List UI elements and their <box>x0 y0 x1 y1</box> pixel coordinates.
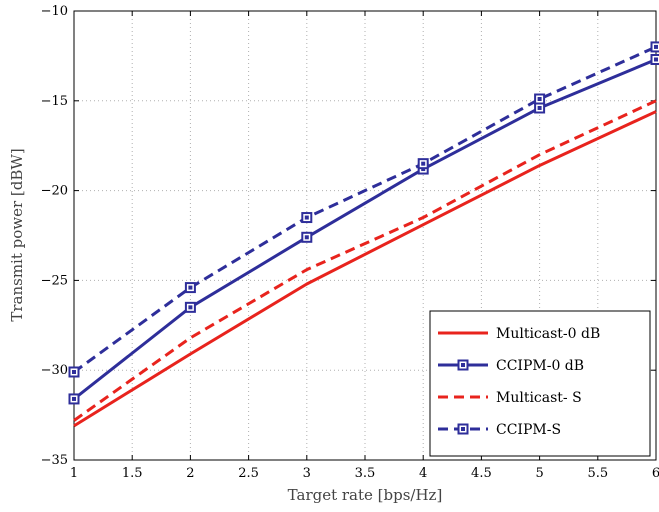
series-line-2 <box>73 58 657 401</box>
series-point-center-2 <box>304 235 309 240</box>
series-point-center-4 <box>654 44 658 49</box>
x-tick-label: 2 <box>186 466 194 481</box>
series-point-center-4 <box>537 97 542 102</box>
series-point-center-4 <box>72 369 76 374</box>
x-tick-label: 3 <box>303 466 311 481</box>
x-tick-label: 3.5 <box>355 466 376 481</box>
series-point-center-2 <box>537 105 542 110</box>
series-line-3 <box>73 99 657 422</box>
y-tick-label: −30 <box>41 363 68 378</box>
legend-label-3: Multicast- S <box>496 390 582 406</box>
series-layer <box>68 41 659 428</box>
series-line-1 <box>73 110 657 428</box>
y-axis-label: Transmit power [dBW] <box>8 148 26 321</box>
series-point-center-4 <box>304 215 309 220</box>
legend-label-4: CCIPM-S <box>496 422 561 438</box>
legend-marker-center-4 <box>461 427 465 431</box>
x-tick-label: 2.5 <box>238 466 259 481</box>
y-tick-label: −10 <box>41 4 68 19</box>
series-point-center-2 <box>72 396 76 401</box>
x-tick-label: 5 <box>535 466 543 481</box>
series-point-center-4 <box>421 161 426 166</box>
axis-ticks: 1 1.5 2 2.5 3 3.5 4 4.5 5 5.5 6 −35 −30 −25 −20 −15 −10 <box>41 4 659 481</box>
x-tick-label: 6 <box>652 466 659 481</box>
legend: Multicast-0 dB CCIPM-0 dB Multicast- S CCIP… <box>429 310 651 457</box>
x-tick-label: 5.5 <box>587 466 608 481</box>
y-tick-label: −20 <box>41 184 68 199</box>
legend-marker-center-2 <box>461 363 465 367</box>
x-axis-label: Target rate [bps/Hz] <box>288 486 443 504</box>
legend-label-1: Multicast-0 dB <box>496 326 600 342</box>
y-tick-label: −35 <box>41 453 68 468</box>
legend-label-2: CCIPM-0 dB <box>496 358 584 374</box>
x-tick-label: 4.5 <box>471 466 492 481</box>
x-tick-label: 1.5 <box>122 466 143 481</box>
series-point-center-2 <box>654 57 658 62</box>
series-line-4 <box>73 45 657 374</box>
y-tick-label: −25 <box>41 273 68 288</box>
y-tick-label: −15 <box>41 94 68 109</box>
x-tick-label: 1 <box>70 466 78 481</box>
series-point-center-4 <box>188 285 193 290</box>
x-tick-label: 4 <box>419 466 427 481</box>
series-point-center-2 <box>188 305 193 310</box>
